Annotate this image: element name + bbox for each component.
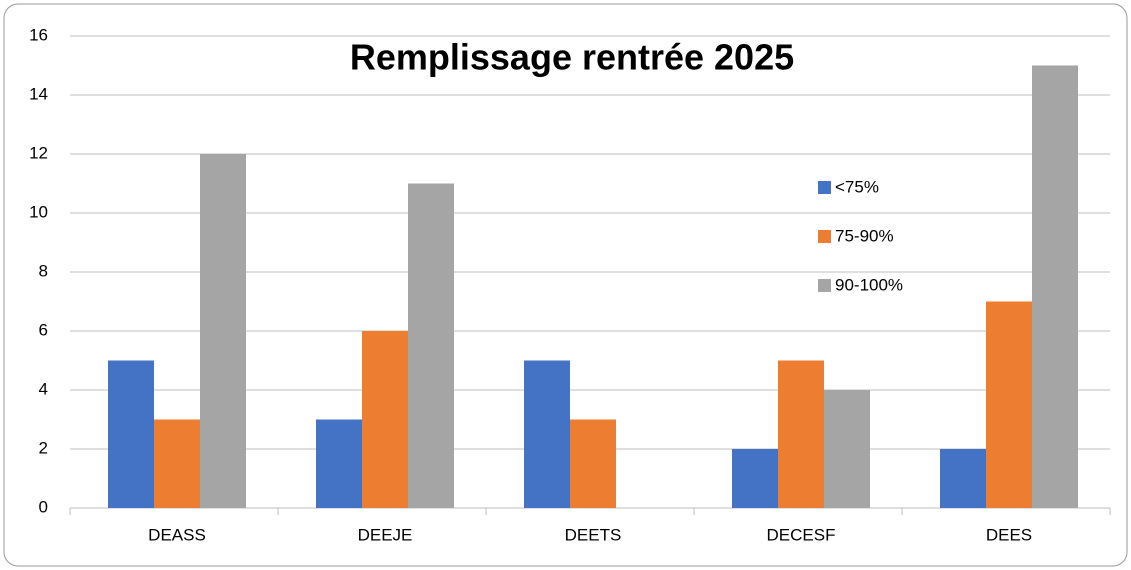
bar	[108, 360, 154, 508]
chart-title: Remplissage rentrée 2025	[350, 37, 794, 78]
legend-label: 75-90%	[835, 226, 894, 245]
y-tick-label: 10	[29, 202, 48, 221]
bar	[824, 390, 870, 508]
x-tick-label: DEASS	[148, 525, 206, 544]
bar	[1032, 65, 1078, 508]
legend-swatch	[818, 279, 831, 292]
y-tick-label: 8	[39, 261, 48, 280]
bar	[316, 419, 362, 508]
y-tick-label: 6	[39, 320, 48, 339]
legend-label: 90-100%	[835, 275, 903, 294]
bar	[986, 301, 1032, 508]
bar	[200, 154, 246, 508]
x-tick-label: DEETS	[565, 525, 622, 544]
x-tick-label: DEEJE	[358, 525, 413, 544]
legend-swatch	[818, 181, 831, 194]
x-tick-label: DEES	[986, 525, 1032, 544]
legend-label: <75%	[835, 177, 879, 196]
bar	[570, 419, 616, 508]
legend-swatch	[818, 230, 831, 243]
y-tick-label: 16	[29, 25, 48, 44]
bar	[524, 360, 570, 508]
bar	[732, 449, 778, 508]
y-tick-label: 2	[39, 438, 48, 457]
y-tick-label: 12	[29, 143, 48, 162]
y-tick-label: 14	[29, 84, 48, 103]
y-tick-label: 0	[39, 497, 48, 516]
bar	[408, 183, 454, 508]
x-tick-label: DECESF	[767, 525, 836, 544]
bar	[778, 360, 824, 508]
y-tick-label: 4	[39, 379, 48, 398]
bar	[940, 449, 986, 508]
bar	[362, 331, 408, 508]
bar	[154, 419, 200, 508]
